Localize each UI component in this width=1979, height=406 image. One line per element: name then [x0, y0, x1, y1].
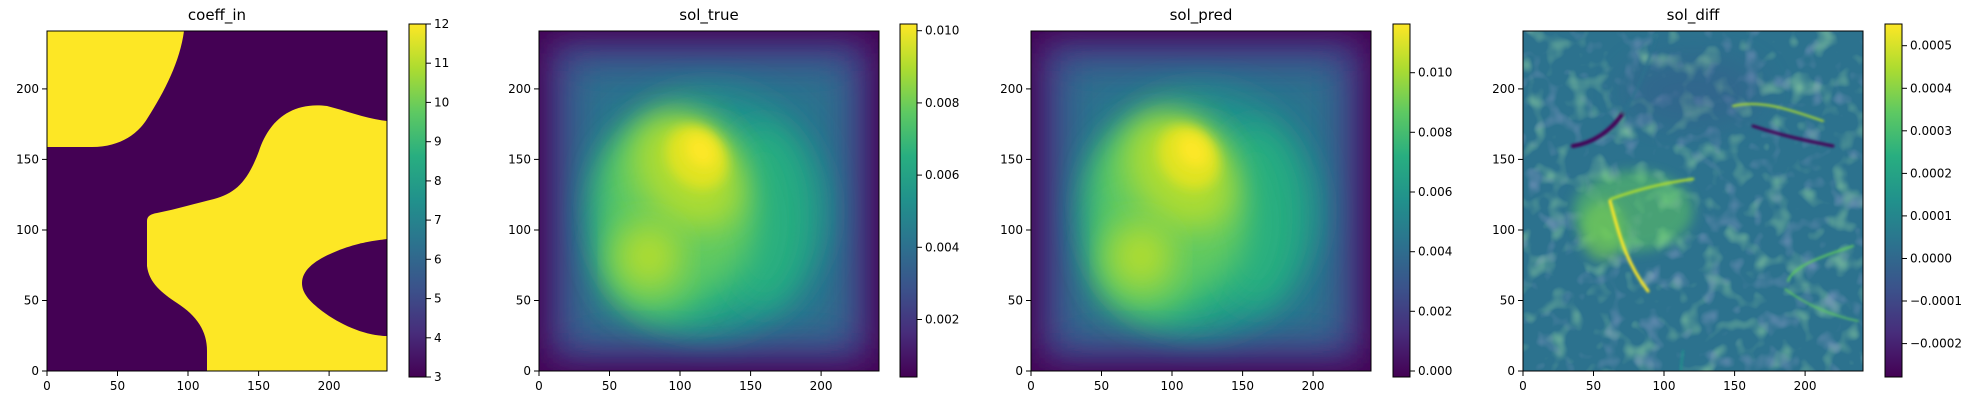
- y-tick-label: 200: [508, 82, 531, 96]
- y-tick-label: 200: [1492, 82, 1515, 96]
- colorbar-tick-label: 0.006: [1418, 185, 1452, 199]
- colorbar: 0.000 0.002 0.004 0.006 0.008 0.010: [1392, 23, 1452, 378]
- panel-title: sol_true: [679, 6, 738, 25]
- x-axis: 0 50 100 150 200: [43, 371, 341, 393]
- x-tick-label: 50: [110, 379, 125, 393]
- colorbar-tick-label: 0.008: [1418, 125, 1452, 139]
- x-tick-label: 150: [247, 379, 270, 393]
- x-tick-label: 100: [177, 379, 200, 393]
- x-axis: 0 50 100 150 200: [535, 371, 833, 393]
- colorbar-tick-label: 4: [434, 331, 442, 345]
- x-tick-label: 200: [1794, 379, 1817, 393]
- colorbar-tick-label: 0.0004: [1910, 81, 1952, 95]
- colorbar-tick-label: 3: [434, 370, 442, 384]
- panel-coeff-in: coeff_in 0 50 100 150 200: [16, 6, 449, 393]
- x-tick-label: 100: [669, 379, 692, 393]
- panel-sol-diff: sol_diff: [1492, 6, 1962, 393]
- panel-sol-pred: sol_pred 0 50 100 150 200 0 50 100 150: [1000, 6, 1452, 393]
- y-tick-label: 150: [1492, 152, 1515, 166]
- colorbar-tick-label: 0.010: [1418, 66, 1452, 80]
- colorbar-tick-label: 0.0001: [1910, 209, 1952, 223]
- y-tick-label: 100: [508, 223, 531, 237]
- x-tick-label: 0: [1027, 379, 1035, 393]
- x-tick-label: 50: [602, 379, 617, 393]
- colorbar: 3 4 5 6 7 8 9 10 11 12: [408, 17, 449, 384]
- x-tick-label: 0: [535, 379, 543, 393]
- colorbar-tick-label: 0.0002: [1910, 166, 1952, 180]
- x-tick-label: 100: [1653, 379, 1676, 393]
- y-tick-label: 0: [523, 364, 531, 378]
- y-tick-label: 50: [24, 294, 39, 308]
- x-tick-label: 100: [1161, 379, 1184, 393]
- colorbar: 0.002 0.004 0.006 0.008 0.010: [899, 23, 959, 378]
- y-tick-label: 100: [1492, 223, 1515, 237]
- heatmap-image: [1523, 31, 1863, 371]
- colorbar-tick-label: 0.0000: [1910, 252, 1952, 266]
- colorbar-tick-label: 8: [434, 174, 442, 188]
- y-tick-label: 50: [1500, 294, 1515, 308]
- colorbar-tick-label: 0.0005: [1910, 39, 1952, 53]
- colorbar-tick-label: 0.004: [1418, 245, 1452, 259]
- y-tick-label: 0: [1015, 364, 1023, 378]
- y-axis: 0 50 100 150 200: [16, 82, 47, 378]
- colorbar-tick-label: 0.000: [1418, 364, 1452, 378]
- y-tick-label: 100: [1000, 223, 1023, 237]
- panel-title: coeff_in: [188, 6, 246, 25]
- y-tick-label: 100: [16, 223, 39, 237]
- y-tick-label: 0: [1507, 364, 1515, 378]
- x-tick-label: 0: [1519, 379, 1527, 393]
- colorbar-tick-label: 0.010: [925, 24, 959, 38]
- colorbar-tick-label: −0.0002: [1910, 337, 1962, 351]
- colorbar-tick-label: 10: [434, 95, 449, 109]
- colorbar: −0.0002 −0.0001 0.0000 0.0001 0.0002 0.0…: [1884, 23, 1962, 378]
- colorbar-tick-label: 0.0003: [1910, 124, 1952, 138]
- x-tick-label: 200: [810, 379, 833, 393]
- y-tick-label: 0: [31, 364, 39, 378]
- panel-title: sol_diff: [1667, 6, 1720, 25]
- y-tick-label: 200: [16, 82, 39, 96]
- colorbar-tick-label: 12: [434, 17, 449, 31]
- x-tick-label: 200: [318, 379, 341, 393]
- x-tick-label: 150: [1723, 379, 1746, 393]
- x-tick-label: 50: [1094, 379, 1109, 393]
- colorbar-tick-label: 0.002: [925, 313, 959, 327]
- x-tick-label: 0: [43, 379, 51, 393]
- panel-title: sol_pred: [1170, 6, 1233, 25]
- y-axis: 0 50 100 150 200: [1492, 82, 1523, 378]
- colorbar-tick-label: 0.002: [1418, 304, 1452, 318]
- x-axis: 0 50 100 150 200: [1027, 371, 1325, 393]
- y-tick-label: 150: [1000, 152, 1023, 166]
- y-tick-label: 50: [516, 294, 531, 308]
- heatmap-image: [47, 31, 387, 371]
- colorbar-tick-label: 0.006: [925, 168, 959, 182]
- colorbar-tick-label: −0.0001: [1910, 294, 1962, 308]
- x-tick-label: 50: [1586, 379, 1601, 393]
- y-tick-label: 150: [16, 152, 39, 166]
- x-tick-label: 200: [1302, 379, 1325, 393]
- colorbar-tick-label: 11: [434, 56, 449, 70]
- x-tick-label: 150: [1231, 379, 1254, 393]
- y-axis: 0 50 100 150 200: [1000, 82, 1031, 378]
- colorbar-tick-label: 0.008: [925, 96, 959, 110]
- y-tick-label: 150: [508, 152, 531, 166]
- heatmap-image: [1031, 31, 1371, 371]
- x-tick-label: 150: [739, 379, 762, 393]
- y-tick-label: 50: [1008, 294, 1023, 308]
- colorbar-tick-label: 6: [434, 252, 442, 266]
- y-tick-label: 200: [1000, 82, 1023, 96]
- colorbar-tick-label: 7: [434, 213, 442, 227]
- panel-sol-true: sol_true 0 50 100 150 200 0 50 100 150: [508, 6, 959, 393]
- colorbar-tick-label: 9: [434, 135, 442, 149]
- heatmap-image: [539, 31, 879, 371]
- colorbar-tick-label: 0.004: [925, 240, 959, 254]
- y-axis: 0 50 100 150 200: [508, 82, 539, 378]
- colorbar-tick-label: 5: [434, 292, 442, 306]
- x-axis: 0 50 100 150 200: [1519, 371, 1817, 393]
